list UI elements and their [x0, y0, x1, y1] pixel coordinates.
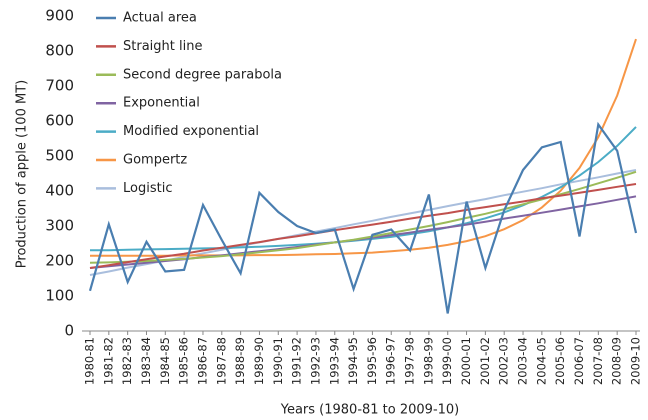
legend-label: Exponential: [123, 96, 200, 111]
x-tick-label: 2009-10: [629, 337, 643, 385]
x-tick-label: 1983-84: [139, 337, 153, 385]
x-tick-label: 1992-93: [308, 337, 322, 385]
x-tick-label: 2005-06: [553, 337, 567, 385]
x-tick-label: 2000-01: [459, 337, 473, 385]
x-tick-label: 1981-82: [101, 337, 115, 385]
y-tick-label: 300: [45, 217, 74, 235]
y-tick-label: 200: [45, 252, 74, 270]
x-tick-label: 1984-85: [158, 337, 172, 385]
line-series: [89, 195, 637, 269]
x-tick-label: 1991-92: [290, 337, 304, 385]
x-tick-label: 2007-08: [591, 337, 605, 385]
legend-label: Actual area: [123, 11, 197, 26]
x-tick-label: 1999-00: [440, 337, 454, 385]
x-tick-label: 2004-05: [534, 337, 548, 385]
x-tick-label: 1988-89: [233, 337, 247, 385]
x-tick-label: 1989-90: [252, 337, 266, 385]
y-tick-label: 800: [45, 42, 74, 60]
x-tick-label: 1987-88: [214, 337, 228, 385]
x-tick-label: 1985-86: [177, 337, 191, 385]
x-tick-label: 1990-91: [271, 337, 285, 385]
x-tick-label: 1982-83: [120, 337, 134, 385]
legend-label: Straight line: [123, 39, 202, 54]
x-tick-label: 1994-95: [346, 337, 360, 385]
line-series: [89, 169, 637, 276]
x-tick-label: 2008-09: [610, 337, 624, 385]
line-series: [88, 121, 638, 314]
y-axis-title: Production of apple (100 MT): [15, 80, 30, 268]
y-tick-label: 100: [45, 287, 74, 305]
legend-label: Gompertz: [123, 153, 187, 168]
y-tick-label: 500: [45, 147, 74, 165]
x-tick-label: 1986-87: [195, 337, 209, 385]
x-tick-label: 2003-04: [516, 337, 530, 385]
legend-label: Modified exponential: [123, 124, 259, 139]
line-series: [89, 183, 637, 269]
line-series: [90, 38, 637, 257]
y-tick-label: 400: [45, 182, 74, 200]
x-tick-label: 1996-97: [384, 337, 398, 385]
x-tick-label: 1998-99: [421, 337, 435, 385]
x-tick-label: 1997-98: [403, 337, 417, 385]
x-tick-label: 2002-03: [497, 337, 511, 385]
legend-label: Logistic: [123, 181, 172, 196]
y-tick-label: 700: [45, 77, 74, 95]
x-tick-label: 1993-94: [327, 337, 341, 385]
x-tick-label: 1980-81: [83, 337, 97, 385]
y-tick-label: 900: [45, 7, 74, 25]
y-tick-label: 0: [64, 322, 74, 340]
x-tick-label: 2006-07: [572, 337, 586, 385]
x-axis-title: Years (1980-81 to 2009-10): [280, 403, 460, 418]
y-tick-label: 600: [45, 112, 74, 130]
legend-label: Second degree parabola: [123, 67, 282, 82]
x-tick-label: 2001-02: [478, 337, 492, 385]
x-tick-label: 1995-96: [365, 337, 379, 385]
